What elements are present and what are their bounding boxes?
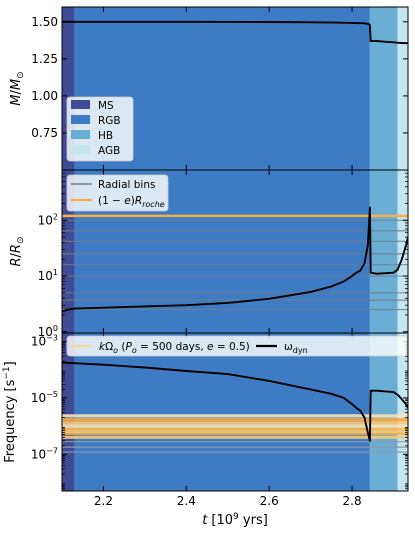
y-tick-label: 10−3 bbox=[31, 333, 58, 348]
y-axis-label: R/R⊙ bbox=[9, 236, 26, 266]
series-line-radius bbox=[62, 206, 408, 313]
plot-area bbox=[62, 333, 408, 491]
y-tick-label: 101 bbox=[38, 268, 58, 283]
y-tick-label: 102 bbox=[38, 212, 58, 227]
phase-band-rgb bbox=[74, 333, 370, 491]
y-tick-label: 0.75 bbox=[31, 126, 58, 140]
phase-band-ms bbox=[62, 333, 75, 491]
y-tick-label: 10−7 bbox=[31, 446, 58, 461]
legend-label-ms: MS bbox=[98, 100, 114, 112]
x-tick-label: 2.2 bbox=[94, 494, 113, 508]
legend-label-hb: HB bbox=[98, 130, 113, 142]
y-axis-label: M/M⊙ bbox=[9, 71, 26, 105]
y-tick-label: 1.25 bbox=[31, 52, 58, 66]
legend-label: Radial bins bbox=[98, 179, 155, 191]
y-tick-label: 10−5 bbox=[31, 390, 58, 405]
x-tick-label: 2.6 bbox=[260, 494, 279, 508]
x-axis-label: t [109 yrs] bbox=[202, 512, 268, 528]
y-tick-label: 1.50 bbox=[31, 15, 58, 29]
x-tick-label: 2.8 bbox=[343, 494, 362, 508]
legend-swatch-rgb bbox=[71, 115, 90, 124]
legend-swatch-hb bbox=[71, 130, 90, 139]
phase-band-hb bbox=[369, 170, 398, 333]
phase-band-hb bbox=[369, 7, 398, 170]
phase-band-agb bbox=[397, 170, 408, 333]
y-axis-label: Frequency [s−1] bbox=[2, 361, 18, 463]
legend-frequency bbox=[66, 335, 408, 357]
legend-label-agb: AGB bbox=[98, 145, 120, 157]
series-line-mass bbox=[62, 20, 408, 45]
phase-band-hb bbox=[369, 333, 398, 491]
legend-label-rgb: RGB bbox=[98, 115, 121, 127]
series-line-frequency bbox=[62, 361, 408, 442]
panel-frequency: 10−7 10−5 10−3 Frequency [s−1] bbox=[2, 332, 409, 492]
phase-band-agb bbox=[397, 7, 408, 170]
panel-frame bbox=[61, 332, 409, 492]
x-tick-label: 2.4 bbox=[177, 494, 196, 508]
legend-swatch-agb bbox=[71, 145, 90, 154]
legend-swatch-ms bbox=[71, 100, 90, 109]
phase-band-agb bbox=[397, 333, 408, 491]
legend-radius bbox=[66, 174, 169, 212]
legend-label: kΩo (Po = 500 days, e = 0.5) bbox=[99, 341, 250, 355]
y-tick-label: 1.00 bbox=[31, 89, 58, 103]
